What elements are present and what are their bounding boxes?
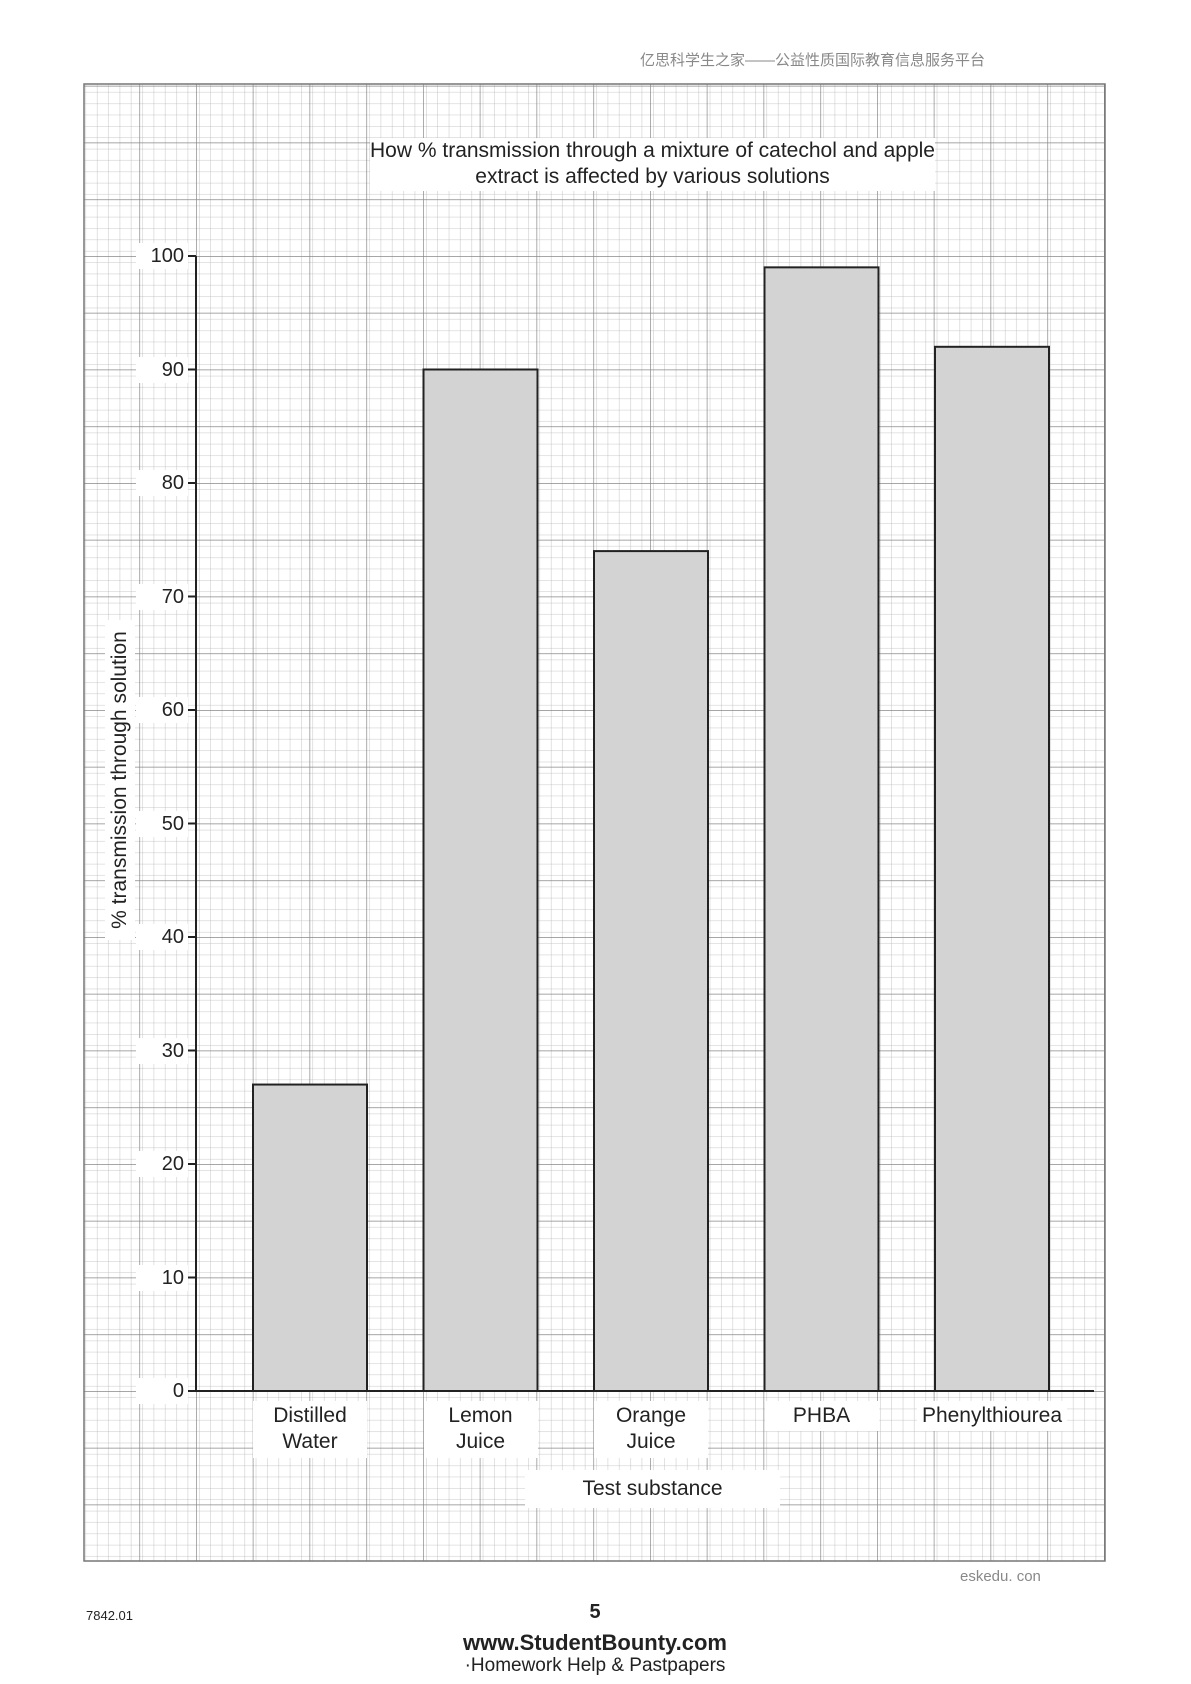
bar: [934, 345, 1050, 1392]
bar: [252, 1083, 368, 1393]
y-tick-label: 90: [136, 356, 188, 383]
y-tick-label: 100: [136, 243, 188, 269]
page-number: 5: [589, 1601, 601, 1623]
x-tick-label: Orange Juice: [594, 1401, 708, 1458]
y-tick-label: 30: [136, 1037, 188, 1064]
y-tick-label: 50: [136, 810, 188, 837]
y-tick-label: 60: [136, 697, 188, 723]
bar: [763, 266, 880, 1393]
y-tick-label: 80: [136, 470, 188, 496]
y-tick-label: 20: [136, 1151, 188, 1177]
bar: [593, 550, 709, 1392]
x-tick-label: PHBA: [764, 1401, 879, 1432]
y-tick-label: 70: [136, 583, 188, 610]
y-tick-label: 40: [136, 924, 188, 950]
paper-code: 7842.01: [86, 1608, 133, 1623]
header-site: 亿思科学生之家——公益性质国际教育信息服务平台: [640, 52, 986, 69]
bar: [422, 368, 539, 1392]
footer-tagline: ·Homework Help & Pastpapers: [464, 1655, 726, 1676]
x-tick-label: Phenylthiourea: [917, 1401, 1067, 1432]
footer-site: www.StudentBounty.com: [463, 1630, 727, 1655]
x-tick-label: Lemon Juice: [423, 1401, 538, 1458]
y-axis-label: % transmission through solution: [105, 620, 135, 940]
chart-title: How % transmission through a mixture of …: [370, 138, 935, 191]
x-tick-label: Distilled Water: [253, 1401, 367, 1458]
y-tick-label: 10: [136, 1264, 188, 1291]
x-axis-label: Test substance: [525, 1470, 780, 1508]
y-tick-label: 0: [136, 1378, 188, 1404]
watermark: eskedu. con: [960, 1568, 1041, 1585]
